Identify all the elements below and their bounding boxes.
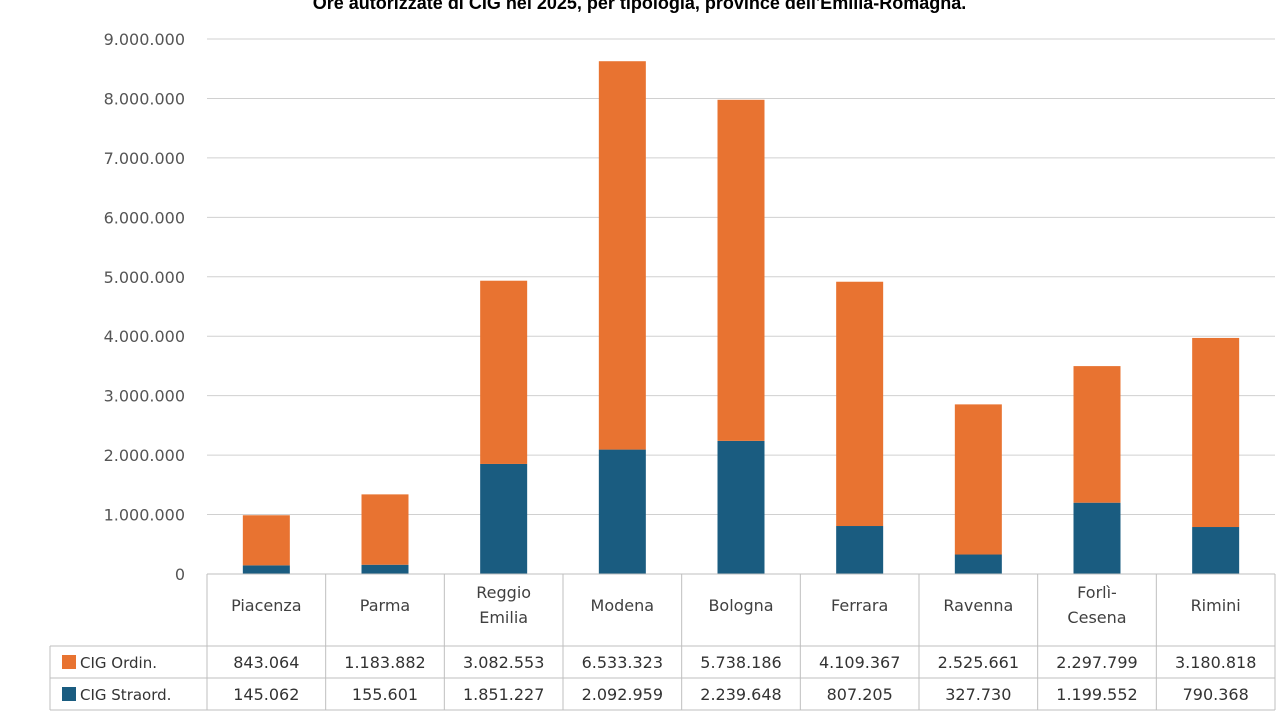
data-table-value: 5.738.186	[700, 653, 781, 672]
legend-key	[62, 687, 76, 701]
x-category-label: Parma	[360, 596, 410, 615]
x-category-label: Modena	[591, 596, 655, 615]
x-category-label: Forlì-	[1077, 583, 1117, 602]
y-tick-label: 9.000.000	[104, 30, 185, 49]
bar	[242, 515, 290, 566]
x-category-label: Emilia	[479, 608, 528, 627]
data-table-value: 1.183.882	[344, 653, 425, 672]
data-table-value: 3.180.818	[1175, 653, 1256, 672]
y-tick-label: 1.000.000	[104, 506, 185, 525]
data-table-value: 2.092.959	[582, 685, 663, 704]
bar	[836, 526, 884, 574]
y-tick-label: 7.000.000	[104, 149, 185, 168]
x-category-label: Bologna	[708, 596, 773, 615]
y-tick-label: 6.000.000	[104, 208, 185, 227]
chart-title: Ore autorizzate di CIG nel 2025, per tip…	[312, 0, 967, 13]
legend-key	[62, 655, 76, 669]
x-category-label: Reggio	[476, 583, 531, 602]
data-table-value: 327.730	[945, 685, 1011, 704]
bar	[717, 440, 765, 574]
bar	[1073, 366, 1121, 503]
data-table-value: 807.205	[827, 685, 893, 704]
data-table-value: 155.601	[352, 685, 418, 704]
bar	[361, 494, 409, 565]
data-table-value: 3.082.553	[463, 653, 544, 672]
bar	[836, 281, 884, 527]
y-tick-label: 5.000.000	[104, 268, 185, 287]
bar	[598, 61, 646, 450]
bar	[954, 404, 1002, 555]
data-table-value: 843.064	[233, 653, 299, 672]
bar	[954, 554, 1002, 574]
data-table-value: 6.533.323	[582, 653, 663, 672]
y-tick-label: 4.000.000	[104, 327, 185, 346]
bar	[1073, 502, 1121, 574]
x-category-label: Cesena	[1067, 608, 1126, 627]
data-table-value: 145.062	[233, 685, 299, 704]
legend-label: CIG Straord.	[80, 686, 171, 704]
x-category-label: Ferrara	[831, 596, 888, 615]
y-tick-label: 8.000.000	[104, 89, 185, 108]
data-table-value: 790.368	[1183, 685, 1249, 704]
x-category-label: Piacenza	[231, 596, 302, 615]
bar	[598, 449, 646, 574]
y-tick-label: 0	[175, 565, 185, 584]
data-table-value: 2.239.648	[700, 685, 781, 704]
bar	[1192, 527, 1240, 574]
bar	[480, 463, 528, 574]
x-category-label: Ravenna	[943, 596, 1013, 615]
bar	[361, 564, 409, 574]
bar	[242, 565, 290, 574]
data-table-value: 1.199.552	[1056, 685, 1137, 704]
bar	[717, 99, 765, 441]
bar	[480, 280, 528, 464]
y-tick-label: 2.000.000	[104, 446, 185, 465]
data-table-value: 4.109.367	[819, 653, 900, 672]
y-tick-label: 3.000.000	[104, 387, 185, 406]
legend-label: CIG Ordin.	[80, 654, 157, 672]
bar	[1192, 337, 1240, 528]
x-category-label: Rimini	[1191, 596, 1241, 615]
data-table-value: 1.851.227	[463, 685, 544, 704]
data-table-value: 2.297.799	[1056, 653, 1137, 672]
data-table-value: 2.525.661	[938, 653, 1019, 672]
